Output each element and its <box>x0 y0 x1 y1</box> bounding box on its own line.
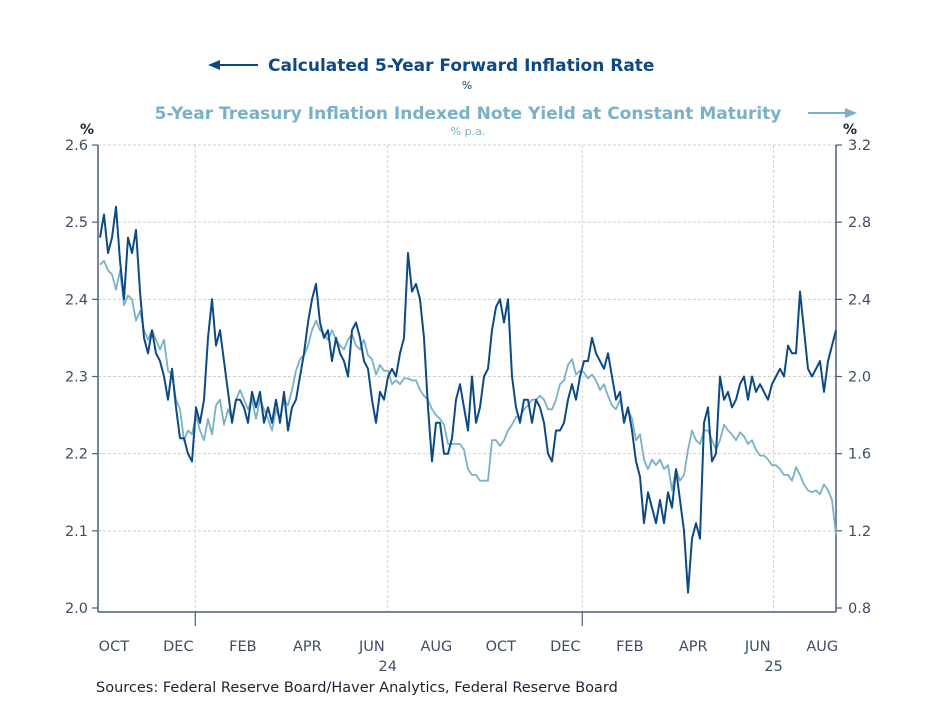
left-series-unit: % <box>462 79 472 92</box>
left-tick-label: 2.5 <box>65 215 88 231</box>
left-tick-label: 2.3 <box>65 370 88 386</box>
x-tick-label: JUN <box>358 639 385 655</box>
x-tick-label: FEB <box>616 639 643 655</box>
right-tick-label: 2.8 <box>848 215 871 231</box>
left-series-title: Calculated 5-Year Forward Inflation Rate <box>268 56 654 76</box>
x-tick-label: AUG <box>420 639 452 655</box>
left-tick-label: 2.6 <box>65 138 88 154</box>
right-tick-label: 0.8 <box>848 601 871 617</box>
right-tick-label: 3.2 <box>848 138 871 154</box>
right-tick-label: 1.6 <box>848 447 871 463</box>
x-tick-label: JUN <box>744 639 771 655</box>
x-tick-label: APR <box>293 639 322 655</box>
right-tick-label: 2.4 <box>848 292 871 308</box>
axes: 2.0 2.1 2.2 2.3 2.4 2.5 2.6 0.8 1.2 1.6 2.0 2.4 2.8 3… <box>65 138 871 675</box>
x-tick-label: APR <box>679 639 708 655</box>
x-tick-label: OCT <box>99 639 130 655</box>
left-arrow-icon <box>208 60 258 70</box>
x-tick-label: AUG <box>806 639 838 655</box>
x-tick-label: DEC <box>163 639 193 655</box>
right-axis-label: % <box>843 122 857 138</box>
tips-yield-line <box>99 259 837 535</box>
left-axis-label: % <box>80 122 94 138</box>
gridlines <box>98 144 836 612</box>
year-label: 25 <box>764 659 782 675</box>
source-note: Sources: Federal Reserve Board/Haver Ana… <box>96 680 618 696</box>
forward-inflation-line <box>99 205 837 594</box>
right-tick-label: 1.2 <box>848 524 871 540</box>
left-tick-label: 2.2 <box>65 447 88 463</box>
series-lines <box>99 205 837 594</box>
x-tick-label: DEC <box>550 639 580 655</box>
left-tick-label: 2.0 <box>65 601 88 617</box>
x-tick-label: OCT <box>486 639 517 655</box>
year-label: 24 <box>378 659 396 675</box>
right-arrow-icon <box>808 108 857 118</box>
legend: Calculated 5-Year Forward Inflation Rate… <box>155 56 857 138</box>
left-tick-label: 2.1 <box>65 524 88 540</box>
x-tick-label: FEB <box>229 639 256 655</box>
left-tick-label: 2.4 <box>65 292 88 308</box>
right-series-title: 5-Year Treasury Inflation Indexed Note Y… <box>155 104 782 124</box>
right-tick-label: 2.0 <box>848 370 871 386</box>
right-series-unit: % p.a. <box>451 125 486 138</box>
